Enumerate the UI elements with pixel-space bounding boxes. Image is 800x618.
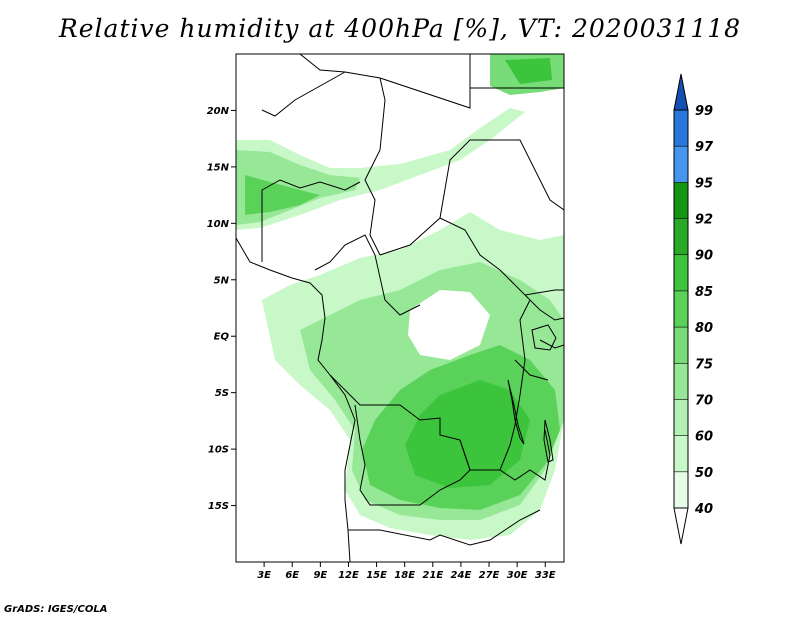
lat-tick-label: 5S [215,388,229,399]
lon-tick-label: 12E [338,570,359,581]
lon-tick-label: 27E [479,570,500,581]
lake-tanganyika [507,379,525,445]
colorbar-label: 85 [695,285,713,300]
border-cameroon [314,234,421,316]
border-algeria-libya [299,54,471,109]
colorbar: 40 50 60 70 75 80 85 90 92 95 97 99 [673,73,714,545]
colorbar-segment [674,146,688,183]
humidity-ne-corner-dark [505,58,552,84]
lat-tick-label: 10S [208,445,229,456]
colorbar-label: 95 [695,176,713,191]
colorbar-under-triangle [673,507,689,545]
colorbar-segment [674,471,688,508]
colorbar-label: 92 [695,213,713,228]
lon-tick-label: 18E [394,570,415,581]
colorbar-label: 50 [695,466,713,481]
border-east-africa [514,294,564,381]
colorbar-segment [674,218,688,255]
colorbar-segment [674,290,688,328]
coastline-west-africa [236,237,356,562]
colorbar-label: 80 [695,321,713,336]
border-sudan-egypt [439,87,564,219]
latitude-axis: 20N 15N 10N 5N EQ 5S 10S 15S [207,106,236,512]
lon-tick-label: 30E [507,570,528,581]
grads-credit: GrADS: IGES/COLA [4,604,108,615]
colorbar-over-triangle [673,73,689,111]
colorbar-segment [674,110,688,147]
border-nigeria [261,179,361,262]
longitude-axis: 3E 6E 9E 12E 15E 18E 21E 24E 27E 30E 33E [257,562,556,581]
colorbar-label: 40 [694,502,713,517]
lat-tick-label: 20N [207,106,230,117]
colorbar-segment [674,327,688,364]
colorbar-segment [674,399,688,436]
lon-tick-label: 33E [535,570,556,581]
lon-tick-label: 3E [257,570,271,581]
lon-tick-label: 6E [285,570,299,581]
border-angola [354,404,471,506]
lake-victoria [531,324,557,351]
colorbar-segment [674,254,688,291]
colorbar-label: 99 [695,104,713,119]
country-borders [236,54,564,562]
lon-tick-label: 9E [313,570,327,581]
lon-tick-label: 24E [451,570,472,581]
lat-tick-label: 15S [208,501,229,512]
colorbar-label: 70 [695,393,713,408]
humidity-dry-pocket [408,290,490,360]
map-frame [235,53,565,563]
colorbar-label: 60 [695,430,713,445]
humidity-field [236,54,564,540]
border-southern [348,509,541,546]
lat-tick-label: 15N [207,162,230,173]
lat-tick-label: 5N [214,275,230,286]
map-title: Relative humidity at 400hPa [%], VT: 202… [58,14,742,43]
humidity-band-sahel-dark [245,175,320,215]
border-niger-chad [261,71,386,256]
lon-tick-label: 21E [422,570,443,581]
border-zambia [459,429,551,481]
colorbar-label: 75 [695,357,713,372]
colorbar-label: 97 [695,140,714,155]
colorbar-segment [674,363,688,400]
lat-tick-label: 10N [207,219,230,230]
border-car-sudan [379,217,564,296]
lake-malawi [543,419,554,463]
colorbar-segment [674,182,688,219]
lon-tick-label: 15E [366,570,387,581]
colorbar-segment [674,435,688,472]
colorbar-label: 90 [695,249,713,264]
humidity-central-darkest [405,380,530,488]
lat-tick-label: EQ [214,332,230,343]
